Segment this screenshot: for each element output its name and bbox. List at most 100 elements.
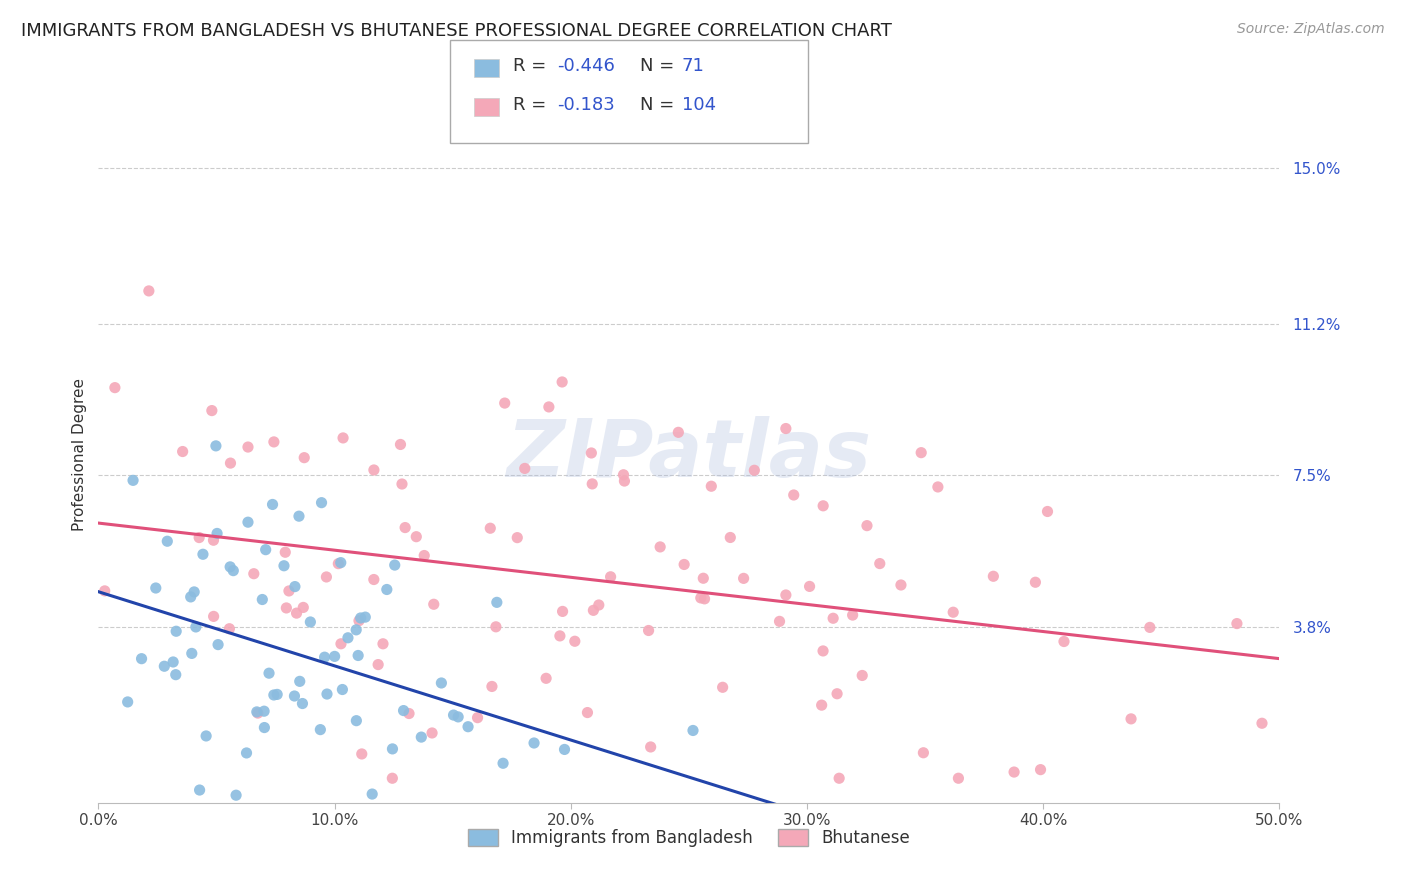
Point: [492, 756, 515, 771]
Text: -0.183: -0.183: [557, 96, 614, 114]
Point: [692, 571, 714, 585]
Point: [405, 530, 427, 544]
Point: [153, 659, 176, 673]
Point: [381, 742, 404, 756]
Point: [278, 584, 301, 599]
Point: [145, 581, 167, 595]
Point: [363, 573, 385, 587]
Point: [581, 476, 603, 491]
Point: [1029, 763, 1052, 777]
Point: [948, 771, 970, 785]
Point: [1002, 765, 1025, 780]
Point: [236, 440, 259, 454]
Point: [391, 477, 413, 491]
Point: [640, 739, 662, 754]
Point: [188, 531, 211, 545]
Y-axis label: Professional Degree: Professional Degree: [72, 378, 87, 532]
Point: [718, 531, 741, 545]
Point: [263, 688, 285, 702]
Point: [350, 611, 373, 625]
Point: [299, 615, 322, 629]
Point: [581, 446, 603, 460]
Point: [983, 569, 1005, 583]
Point: [246, 705, 269, 719]
Point: [485, 595, 508, 609]
Point: [285, 606, 308, 620]
Point: [315, 570, 337, 584]
Legend: Immigrants from Bangladesh, Bhutanese: Immigrants from Bangladesh, Bhutanese: [461, 822, 917, 854]
Point: [291, 697, 314, 711]
Point: [1036, 504, 1059, 518]
Point: [856, 518, 879, 533]
Point: [810, 698, 832, 713]
Point: [263, 434, 285, 449]
Point: [274, 545, 297, 559]
Point: [576, 706, 599, 720]
Point: [329, 556, 352, 570]
Text: Source: ZipAtlas.com: Source: ZipAtlas.com: [1237, 22, 1385, 37]
Point: [202, 533, 225, 548]
Point: [252, 592, 274, 607]
Point: [314, 650, 336, 665]
Point: [733, 571, 755, 585]
Point: [548, 629, 571, 643]
Point: [344, 623, 367, 637]
Text: 104: 104: [682, 96, 716, 114]
Point: [330, 637, 353, 651]
Point: [131, 651, 153, 665]
Point: [689, 591, 711, 605]
Point: [371, 637, 394, 651]
Point: [284, 580, 307, 594]
Point: [288, 509, 311, 524]
Point: [354, 610, 377, 624]
Point: [225, 788, 247, 802]
Point: [219, 456, 242, 470]
Point: [599, 570, 621, 584]
Point: [288, 674, 311, 689]
Point: [811, 499, 834, 513]
Point: [673, 558, 696, 572]
Point: [309, 723, 332, 737]
Point: [612, 467, 634, 482]
Point: [523, 736, 546, 750]
Point: [375, 582, 398, 597]
Point: [172, 444, 194, 458]
Point: [513, 461, 536, 475]
Point: [205, 439, 228, 453]
Point: [1024, 575, 1046, 590]
Point: [768, 615, 790, 629]
Point: [413, 549, 436, 563]
Point: [262, 498, 284, 512]
Point: [138, 284, 160, 298]
Point: [783, 488, 806, 502]
Point: [494, 396, 516, 410]
Point: [398, 706, 420, 721]
Point: [841, 608, 863, 623]
Point: [316, 687, 339, 701]
Point: [1226, 616, 1249, 631]
Point: [165, 624, 187, 639]
Point: [869, 557, 891, 571]
Point: [344, 714, 367, 728]
Point: [457, 720, 479, 734]
Point: [440, 817, 463, 831]
Point: [222, 564, 245, 578]
Point: [384, 558, 406, 573]
Point: [666, 425, 689, 440]
Point: [323, 649, 346, 664]
Point: [430, 676, 453, 690]
Point: [823, 611, 845, 625]
Point: [254, 542, 277, 557]
Point: [336, 631, 359, 645]
Point: [367, 657, 389, 672]
Point: [481, 680, 503, 694]
Point: [420, 726, 443, 740]
Point: [551, 604, 574, 618]
Point: [423, 597, 446, 611]
Point: [811, 644, 834, 658]
Point: [219, 559, 242, 574]
Text: N =: N =: [640, 96, 679, 114]
Point: [218, 622, 240, 636]
Point: [554, 742, 576, 756]
Point: [202, 609, 225, 624]
